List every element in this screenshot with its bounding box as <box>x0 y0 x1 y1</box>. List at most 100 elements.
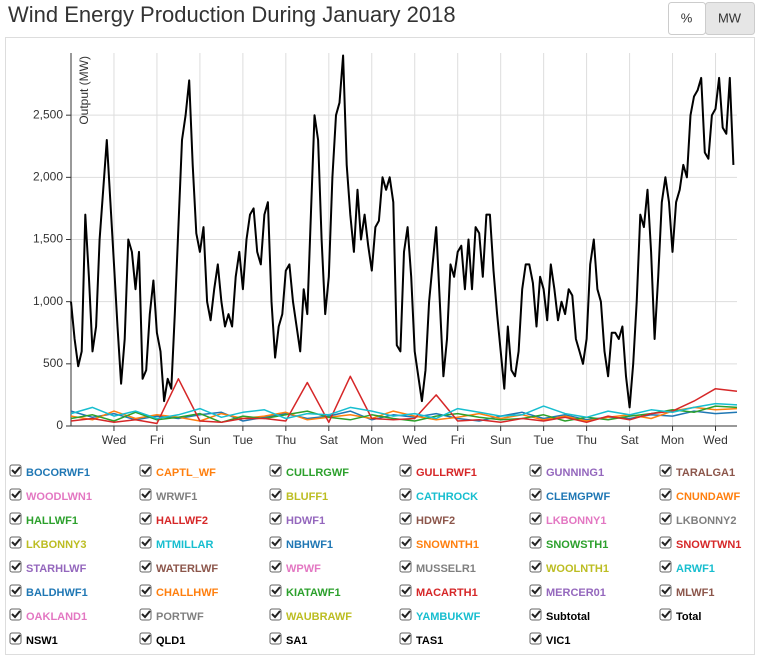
checkmark <box>141 490 151 499</box>
legend-label: CATHROCK <box>416 491 478 503</box>
checkmark <box>531 538 541 547</box>
legend-label: CNUNDAWF <box>676 491 740 503</box>
legend-item[interactable]: VIC1 <box>529 632 570 647</box>
legend-item[interactable]: Total <box>659 608 701 623</box>
legend-item[interactable]: NBHWF1 <box>269 536 333 551</box>
legend-item[interactable]: LKBONNY3 <box>9 536 87 551</box>
checkmark <box>531 634 541 643</box>
checkmark <box>401 610 411 619</box>
legend-label: SNOWNTH1 <box>416 539 479 551</box>
checkmark <box>401 538 411 547</box>
legend-label: SNOWTWN1 <box>676 539 741 551</box>
legend-item[interactable]: MERCER01 <box>529 584 606 599</box>
checkmark <box>661 466 671 475</box>
legend-label: MUSSELR1 <box>416 563 476 575</box>
x-tick-label: Mon <box>661 433 684 447</box>
x-tick-label: Thu <box>576 433 597 447</box>
legend-item[interactable]: GULLRWF1 <box>399 464 477 479</box>
checkmark <box>531 562 541 571</box>
legend-item[interactable]: YAMBUKWF <box>399 608 481 623</box>
legend-item[interactable]: NSW1 <box>9 632 58 647</box>
legend-label: ARWF1 <box>676 563 715 575</box>
checkmark <box>661 514 671 523</box>
legend-label: QLD1 <box>156 635 185 647</box>
legend-item[interactable]: WATERLWF <box>139 560 218 575</box>
legend-item[interactable]: CNUNDAWF <box>659 488 740 503</box>
y-tick-label: 1,500 <box>33 232 63 246</box>
checkmark <box>531 466 541 475</box>
checkmark <box>531 610 541 619</box>
legend-item[interactable]: SNOWNTH1 <box>399 536 479 551</box>
checkmark <box>141 538 151 547</box>
legend-item[interactable]: TARALGA1 <box>659 464 735 479</box>
legend-item[interactable]: CULLRGWF <box>269 464 349 479</box>
legend-item[interactable]: HDWF1 <box>269 512 325 527</box>
checkmark <box>401 562 411 571</box>
legend-item[interactable]: WPWF <box>269 560 321 575</box>
legend-item[interactable]: WRWF1 <box>139 488 197 503</box>
x-tick-label: Sun <box>490 433 511 447</box>
button-box <box>705 2 755 35</box>
checkmark <box>401 586 411 595</box>
x-tick-label: Sat <box>621 433 640 447</box>
checkmark <box>531 490 541 499</box>
checkmark <box>661 586 671 595</box>
legend-item[interactable]: CHALLHWF <box>139 584 219 599</box>
legend-item[interactable]: WOOLNTH1 <box>529 560 609 575</box>
legend-label: HALLWF1 <box>26 515 78 527</box>
checkmark <box>531 586 541 595</box>
legend-item[interactable]: Subtotal <box>529 608 590 623</box>
legend-item[interactable]: SNOWTWN1 <box>659 536 741 551</box>
legend-item[interactable]: MTMILLAR <box>139 536 213 551</box>
legend-item[interactable]: LKBONNY1 <box>529 512 607 527</box>
legend-item[interactable]: QLD1 <box>139 632 185 647</box>
legend-item[interactable]: WOODLWN1 <box>9 488 92 503</box>
x-tick-label: Fri <box>451 433 465 447</box>
x-tick-label: Sat <box>320 433 339 447</box>
legend-item[interactable]: PORTWF <box>139 608 204 623</box>
x-tick-label: Wed <box>703 433 727 447</box>
checkmark <box>11 562 21 571</box>
legend-item[interactable]: BLUFF1 <box>269 488 328 503</box>
legend-item[interactable]: HALLWF1 <box>9 512 78 527</box>
legend-label: YAMBUKWF <box>416 611 481 623</box>
legend-item[interactable]: ARWF1 <box>659 560 715 575</box>
legend-label: WATERLWF <box>156 563 218 575</box>
legend-label: CHALLHWF <box>156 587 219 599</box>
legend-item[interactable]: SNOWSTH1 <box>529 536 608 551</box>
legend-item[interactable]: STARHLWF <box>9 560 87 575</box>
checkmark <box>271 586 281 595</box>
legend-item[interactable]: MLWF1 <box>659 584 715 599</box>
y-tick-label: 2,000 <box>33 170 63 184</box>
legend-item[interactable]: CATHROCK <box>399 488 478 503</box>
checkmark <box>141 634 151 643</box>
unit-button[interactable]: % <box>668 2 706 35</box>
unit-button[interactable]: MW <box>705 2 755 35</box>
legend-item[interactable]: CAPTL_WF <box>139 464 216 479</box>
legend-item[interactable]: HALLWF2 <box>139 512 208 527</box>
legend-item[interactable]: BOCORWF1 <box>9 464 90 479</box>
x-tick-label: Tue <box>534 433 555 447</box>
series-line <box>70 402 738 420</box>
checkmark <box>11 466 21 475</box>
checkmark <box>141 562 151 571</box>
legend-item[interactable]: LKBONNY2 <box>659 512 737 527</box>
legend-item[interactable]: MUSSELR1 <box>399 560 476 575</box>
checkmark <box>531 514 541 523</box>
legend-item[interactable]: HDWF2 <box>399 512 455 527</box>
legend-item[interactable]: BALDHWF1 <box>9 584 88 599</box>
legend-item[interactable]: OAKLAND1 <box>9 608 87 623</box>
legend-item[interactable]: WAUBRAWF <box>269 608 352 623</box>
legend-item[interactable]: KIATAWF1 <box>269 584 341 599</box>
legend-item[interactable]: SA1 <box>269 632 307 647</box>
legend-label: HALLWF2 <box>156 515 208 527</box>
legend-item[interactable]: CLEMGPWF <box>529 488 610 503</box>
legend-label: HDWF2 <box>416 515 455 527</box>
unit-toggle: % MW <box>668 2 755 35</box>
legend-label: STARHLWF <box>26 563 87 575</box>
legend-item[interactable]: MACARTH1 <box>399 584 478 599</box>
legend-item[interactable]: GUNNING1 <box>529 464 604 479</box>
checkmark <box>401 490 411 499</box>
checkmark <box>141 586 151 595</box>
legend-item[interactable]: TAS1 <box>399 632 443 647</box>
